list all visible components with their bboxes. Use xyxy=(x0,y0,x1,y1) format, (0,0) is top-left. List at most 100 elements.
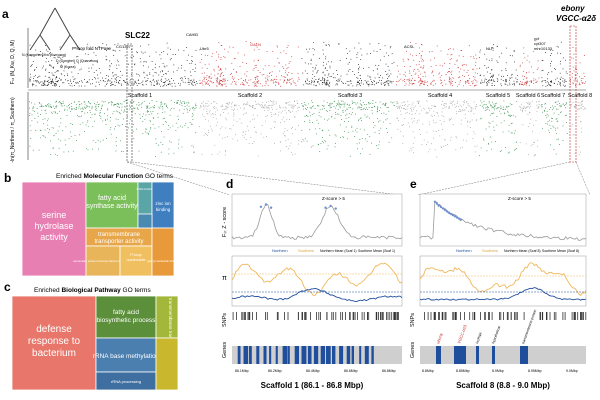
fst-point xyxy=(41,81,43,83)
pi-point xyxy=(535,120,537,121)
pi-point xyxy=(389,123,391,124)
pi-point xyxy=(275,113,277,115)
pi-point xyxy=(156,101,158,102)
fst-point xyxy=(49,76,51,78)
fst-point xyxy=(54,85,56,87)
pi-point xyxy=(399,131,401,132)
pi-point xyxy=(193,151,195,153)
fst-point xyxy=(33,84,35,85)
fst-point xyxy=(412,77,413,79)
fst-point xyxy=(93,52,95,54)
fst-point xyxy=(231,62,233,64)
pi-point xyxy=(505,106,507,107)
fst-point xyxy=(40,81,41,83)
fst-point xyxy=(543,80,545,81)
fst-point xyxy=(161,78,162,80)
pi-point xyxy=(391,137,393,139)
pi-point xyxy=(248,143,250,144)
fst-point xyxy=(253,67,255,69)
pi-point xyxy=(494,105,495,107)
fst-point xyxy=(38,54,40,55)
pi-point xyxy=(292,133,293,134)
fst-point xyxy=(339,78,341,80)
fst-point xyxy=(287,79,288,81)
d-xtick-2: 86.4Mbp xyxy=(306,369,320,373)
pi-point xyxy=(321,105,323,106)
pi-point xyxy=(565,114,567,116)
pi-point xyxy=(442,101,443,102)
fst-point xyxy=(201,67,203,69)
pi-point xyxy=(402,108,404,110)
pi-point xyxy=(552,125,554,127)
gene-block xyxy=(294,346,299,364)
tree-label-q: Q (Quanzhou) xyxy=(76,59,98,63)
fst-point xyxy=(290,79,292,80)
fst-point xyxy=(257,76,259,77)
pi-point xyxy=(552,105,554,107)
pi-point xyxy=(294,100,295,102)
pi-point xyxy=(534,141,535,143)
pi-point xyxy=(356,127,358,129)
pi-point xyxy=(87,149,89,151)
fst-point xyxy=(328,86,330,87)
fst-point xyxy=(115,50,117,52)
fst-point xyxy=(356,77,358,78)
fst-point xyxy=(219,76,221,77)
pi-point xyxy=(133,101,134,103)
fst-point xyxy=(271,71,273,73)
fst-point xyxy=(545,52,546,53)
fst-point xyxy=(556,45,558,47)
fst-point xyxy=(535,81,537,83)
pi-point xyxy=(163,136,165,138)
fst-point xyxy=(354,74,355,75)
pi-point xyxy=(72,124,73,125)
fst-point xyxy=(163,85,165,86)
pi-point xyxy=(122,124,123,125)
pi-point xyxy=(133,123,134,125)
fst-point xyxy=(224,48,225,50)
pi-point xyxy=(225,150,226,151)
d-xtick-3: 86.6Mbp xyxy=(344,369,358,373)
fst-point xyxy=(287,74,289,76)
pi-point xyxy=(99,141,101,143)
fst-point xyxy=(348,84,350,86)
pi-point xyxy=(436,156,438,158)
pi-point xyxy=(302,105,303,107)
pi-point xyxy=(337,104,339,106)
pi-point xyxy=(515,116,517,118)
pi-point xyxy=(152,111,154,112)
fst-point xyxy=(176,69,178,71)
fst-point xyxy=(358,82,360,83)
pi-point xyxy=(311,114,313,115)
pi-point xyxy=(200,105,201,107)
fst-point xyxy=(432,84,434,86)
pi-point xyxy=(470,109,472,111)
fst-point xyxy=(562,78,564,79)
pi-point xyxy=(287,102,289,103)
fst-point xyxy=(479,51,481,53)
pi-point xyxy=(294,116,296,118)
fst-point xyxy=(287,79,289,81)
pi-point xyxy=(536,111,538,112)
pi-point xyxy=(433,122,435,124)
anno-ycf: ycf xyxy=(534,36,540,41)
fst-point xyxy=(331,76,333,77)
pi-point xyxy=(133,138,135,139)
pi-point xyxy=(117,102,119,104)
fst-point xyxy=(356,57,358,58)
tree-label-d: D (Dongbei) xyxy=(56,59,75,63)
fst-point xyxy=(137,52,138,54)
pi-point xyxy=(204,106,206,108)
fst-point xyxy=(205,83,207,85)
pi-point xyxy=(202,105,204,107)
fst-point xyxy=(422,81,424,82)
fst-point xyxy=(129,80,131,82)
pi-point xyxy=(522,108,524,109)
pi-point xyxy=(107,108,109,110)
pi-point xyxy=(441,115,443,116)
fst-point xyxy=(317,82,319,83)
fst-point xyxy=(254,85,256,87)
d-xlabel: Scaffold 1 (86.1 - 86.8 Mbp) xyxy=(261,381,364,390)
pi-point xyxy=(289,104,291,106)
pi-point xyxy=(318,115,320,117)
